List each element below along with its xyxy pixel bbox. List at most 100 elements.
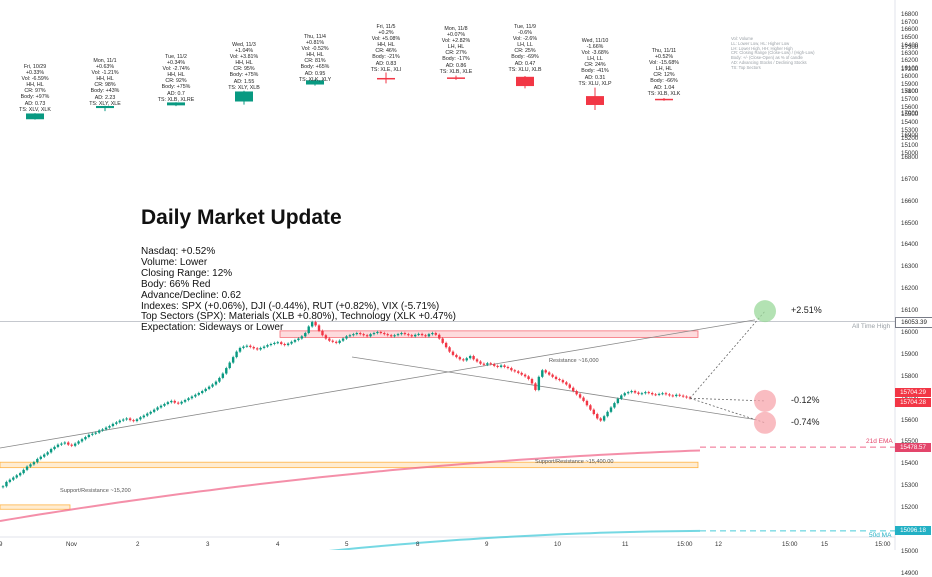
- intraday-candle-body: [146, 413, 149, 416]
- intraday-candle-body: [582, 397, 585, 401]
- daily-summary-card: Tue, 11/2 +0.34% Vol: -2.74% HH, HL CR: 92% B…: [140, 54, 212, 103]
- y-tick-label: 17200: [901, 66, 919, 74]
- intraday-candle-body: [475, 359, 479, 362]
- zone-band: [279, 330, 699, 338]
- daily-summary-line: +0.63%: [95, 64, 115, 71]
- intraday-candle-body: [187, 398, 190, 401]
- intraday-candle-body: [434, 333, 438, 335]
- legend-line: TS: Top Sectors: [731, 64, 761, 70]
- daily-candle-body: [96, 105, 114, 109]
- intraday-candle-body: [43, 454, 46, 457]
- intraday-candle-body: [180, 401, 183, 404]
- intraday-candle-body: [276, 342, 279, 344]
- x-tick-label: 12: [715, 541, 722, 548]
- intraday-candle-body: [489, 363, 492, 365]
- daily-summary-line: AD: 1.55: [233, 78, 255, 85]
- x-tick-label: 8: [416, 541, 420, 548]
- price-axis-tag: 15096.18: [895, 526, 931, 536]
- daily-summary-line: Vol: -6.59%: [21, 76, 49, 83]
- y-tick-label: 17000: [901, 110, 919, 118]
- projection-label: -0.12%: [791, 394, 820, 405]
- daily-summary-line: CR: 27%: [445, 50, 467, 57]
- intraday-candle-body: [77, 441, 80, 444]
- y-tick-label: 15500: [901, 438, 918, 445]
- legend-line: LH: Lower High, HH: Higher High: [731, 45, 793, 51]
- daily-summary-line: LH, HL: [447, 44, 465, 51]
- intraday-candle-body: [479, 361, 482, 364]
- intraday-candle-body: [166, 402, 170, 404]
- intraday-candle-body: [616, 398, 620, 404]
- intraday-candle-body: [651, 393, 654, 395]
- legend-line: CR: Closing Range (Close-Low) / (High-Lo…: [731, 50, 815, 56]
- intraday-candle-body: [80, 439, 84, 442]
- summary-line: Body: 66% Red: [141, 278, 211, 290]
- intraday-candle-body: [681, 395, 685, 397]
- daily-summary-line: TS: XLK, XLY: [298, 76, 332, 83]
- intraday-candle-body: [623, 393, 626, 396]
- intraday-candle-body: [348, 335, 352, 337]
- intraday-candle-body: [29, 464, 32, 467]
- intraday-candle-body: [242, 346, 245, 348]
- y-tick-label: 16200: [901, 57, 919, 65]
- intraday-candle-body: [266, 345, 269, 347]
- intraday-candle-body: [599, 418, 602, 421]
- projection-path: [689, 397, 766, 402]
- daily-summary-line: Tue, 11/9: [514, 24, 536, 30]
- intraday-candle-body: [431, 333, 434, 335]
- intraday-candle-body: [12, 477, 15, 480]
- intraday-candle-body: [142, 415, 146, 418]
- intraday-candle-body: [678, 394, 681, 396]
- intraday-candle-body: [355, 333, 359, 335]
- intraday-candle-body: [424, 335, 427, 337]
- daily-summary-line: Body: +97%: [20, 94, 50, 101]
- intraday-candle-body: [262, 346, 266, 348]
- ma-50-line: [328, 529, 701, 550]
- intraday-candle-body: [451, 351, 455, 355]
- intraday-candle-body: [606, 411, 609, 417]
- intraday-candle-body: [63, 442, 67, 444]
- y-tick-label: 16000: [901, 72, 919, 80]
- intraday-candle-body: [125, 418, 128, 420]
- intraday-candle-body: [15, 475, 18, 478]
- intraday-candle-body: [523, 374, 527, 377]
- intraday-candle-body: [163, 403, 166, 406]
- intraday-candle-body: [369, 334, 372, 337]
- intraday-candle-body: [602, 416, 606, 421]
- intraday-candle-body: [537, 376, 541, 390]
- price-chart[interactable]: [0, 0, 932, 550]
- intraday-candle-body: [32, 462, 36, 465]
- projection-path: [689, 397, 766, 424]
- daily-summary-card: Mon, 11/1 +0.63% Vol: -1.21% HH, HL CR: 98% B…: [69, 58, 141, 107]
- intraday-candle-body: [493, 364, 496, 366]
- daily-summary-line: Body: +75%: [161, 84, 191, 91]
- intraday-candle-body: [324, 335, 328, 339]
- intraday-candle-body: [304, 333, 307, 337]
- y-tick-label: 16300: [901, 49, 919, 57]
- intraday-candle-body: [458, 357, 462, 360]
- intraday-candle-body: [297, 338, 300, 341]
- projection-target: [754, 389, 776, 412]
- intraday-candle-body: [345, 336, 348, 339]
- legend-line: AD: Advancing Stocks / Declining Stocks: [731, 59, 807, 65]
- intraday-candle-body: [39, 456, 42, 459]
- intraday-candle-body: [156, 407, 159, 410]
- intraday-candle-body: [496, 365, 499, 367]
- daily-summary-line: Vol: +3.81%: [229, 54, 259, 61]
- daily-summary-line: CR: 81%: [304, 58, 326, 65]
- intraday-candle-body: [53, 446, 56, 450]
- daily-summary-line: -1.66%: [586, 44, 604, 51]
- intraday-candle-body: [67, 442, 70, 445]
- intraday-candle-body: [589, 405, 592, 410]
- intraday-candle-body: [468, 356, 472, 359]
- intraday-candle-body: [465, 358, 468, 361]
- daily-summary-line: +0.52%: [654, 54, 674, 61]
- daily-summary-line: Body: -17%: [442, 56, 470, 63]
- daily-summary-line: Vol: -3.68%: [581, 50, 609, 57]
- daily-summary-card: Fri, 11/5 +0.2% Vol: +5.08% HH, HL CR: 46% Bo…: [350, 24, 422, 73]
- daily-summary-line: Wed, 11/10: [581, 38, 609, 44]
- intraday-candle-body: [36, 458, 39, 463]
- y-tick-label: 16100: [901, 307, 919, 315]
- y-tick-label: 15800: [901, 88, 919, 96]
- intraday-candle-body: [225, 368, 228, 374]
- intraday-candle-body: [359, 333, 362, 335]
